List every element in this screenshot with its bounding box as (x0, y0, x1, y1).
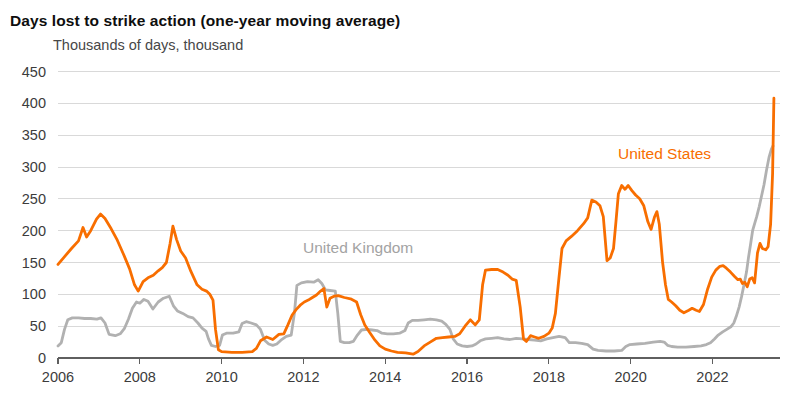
x-axis-label: 2008 (124, 369, 156, 385)
y-axis-label: 300 (22, 159, 46, 175)
y-axis-label: 200 (22, 223, 46, 239)
chart-canvas: 0 50 100 150 200 250 300 350 400 450 2006 2008 2010 2… (0, 0, 800, 412)
x-axis-label: 2006 (42, 369, 74, 385)
x-axis-label: 2018 (533, 369, 565, 385)
y-axis-label: 150 (22, 255, 46, 271)
y-axis-label: 350 (22, 127, 46, 143)
series-label-united-kingdom: United Kingdom (303, 239, 413, 256)
chart-card: Days lost to strike action (one-year mov… (0, 0, 800, 412)
y-axis-label: 50 (30, 318, 46, 334)
y-axis-label: 450 (22, 64, 46, 80)
series-line-united-kingdom (58, 146, 773, 351)
y-axis-label: 250 (22, 191, 46, 207)
x-axis-label: 2016 (451, 369, 483, 385)
series-label-united-states: United States (618, 145, 711, 162)
x-axis-label: 2014 (369, 369, 401, 385)
y-axis-label: 400 (22, 95, 46, 111)
series-line-united-states (58, 98, 774, 354)
y-axis-label: 100 (22, 286, 46, 302)
x-axis-label: 2020 (615, 369, 647, 385)
x-axis-label: 2010 (205, 369, 237, 385)
x-axis-label: 2012 (287, 369, 319, 385)
y-axis-label: 0 (38, 350, 46, 366)
x-axis-label: 2022 (696, 369, 728, 385)
